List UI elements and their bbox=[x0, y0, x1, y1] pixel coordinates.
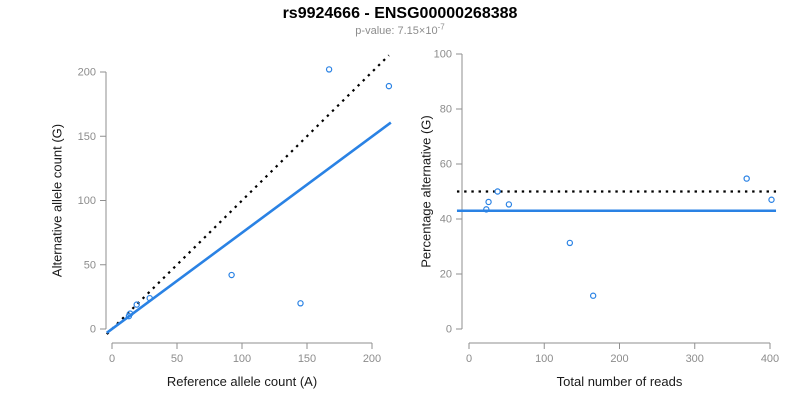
data-point bbox=[325, 66, 333, 73]
y-tick-label: 20 bbox=[440, 269, 452, 281]
x-tick-label: 100 bbox=[233, 353, 251, 365]
pvalue-exponent: -7 bbox=[437, 22, 445, 32]
figure-subtitle-pvalue: p-value: 7.15×10-7 bbox=[0, 22, 800, 37]
x-tick-label: 100 bbox=[535, 353, 553, 365]
data-point bbox=[385, 82, 393, 90]
x-tick-label: 50 bbox=[171, 353, 183, 365]
y-axis-label: Percentage alternative (G) bbox=[418, 115, 433, 267]
data-point bbox=[126, 310, 134, 317]
fitted-ratio-line bbox=[106, 121, 392, 334]
x-axis-label: Total number of reads bbox=[557, 374, 683, 389]
data-point bbox=[566, 239, 574, 247]
pvalue-text: p-value: 7.15×10 bbox=[355, 25, 438, 37]
data-point bbox=[494, 188, 501, 195]
y-tick-label: 150 bbox=[78, 131, 96, 143]
data-point bbox=[589, 292, 597, 299]
x-tick-label: 150 bbox=[298, 353, 316, 365]
x-tick-label: 300 bbox=[686, 353, 704, 365]
identity-reference-line bbox=[106, 54, 390, 335]
data-point bbox=[297, 300, 304, 307]
y-axis-label: Alternative allele count (G) bbox=[49, 124, 64, 277]
y-tick-label: 0 bbox=[446, 324, 452, 336]
data-point bbox=[505, 201, 513, 208]
y-tick-label: 100 bbox=[434, 49, 452, 61]
y-tick-label: 200 bbox=[78, 67, 96, 79]
y-tick-label: 50 bbox=[84, 259, 96, 271]
allele-count-plot: 0 50 100 150 200 0 50 100 150 200 Reference allele… bbox=[49, 54, 393, 389]
x-tick-label: 200 bbox=[610, 353, 628, 365]
x-tick-label: 0 bbox=[466, 353, 472, 365]
figure-title: rs9924666 - ENSG00000268388 bbox=[282, 5, 518, 22]
data-point bbox=[483, 206, 490, 213]
x-tick-label: 400 bbox=[761, 353, 779, 365]
y-tick-label: 100 bbox=[78, 195, 96, 207]
x-axis-label: Reference allele count (A) bbox=[167, 374, 317, 389]
y-tick-label: 40 bbox=[440, 214, 452, 226]
percentage-reads-plot: 0 20 40 60 80 100 0 100 200 300 400 Total number of… bbox=[418, 49, 779, 389]
data-point bbox=[768, 196, 775, 203]
y-tick-label: 0 bbox=[90, 324, 96, 336]
y-tick-label: 80 bbox=[440, 104, 452, 116]
data-point bbox=[485, 198, 492, 206]
y-tick-label: 60 bbox=[440, 159, 452, 171]
data-point bbox=[146, 294, 153, 302]
data-point bbox=[743, 175, 750, 182]
x-tick-label: 0 bbox=[109, 353, 115, 365]
data-point bbox=[133, 301, 140, 308]
x-tick-label: 200 bbox=[363, 353, 381, 365]
data-point bbox=[228, 271, 235, 279]
